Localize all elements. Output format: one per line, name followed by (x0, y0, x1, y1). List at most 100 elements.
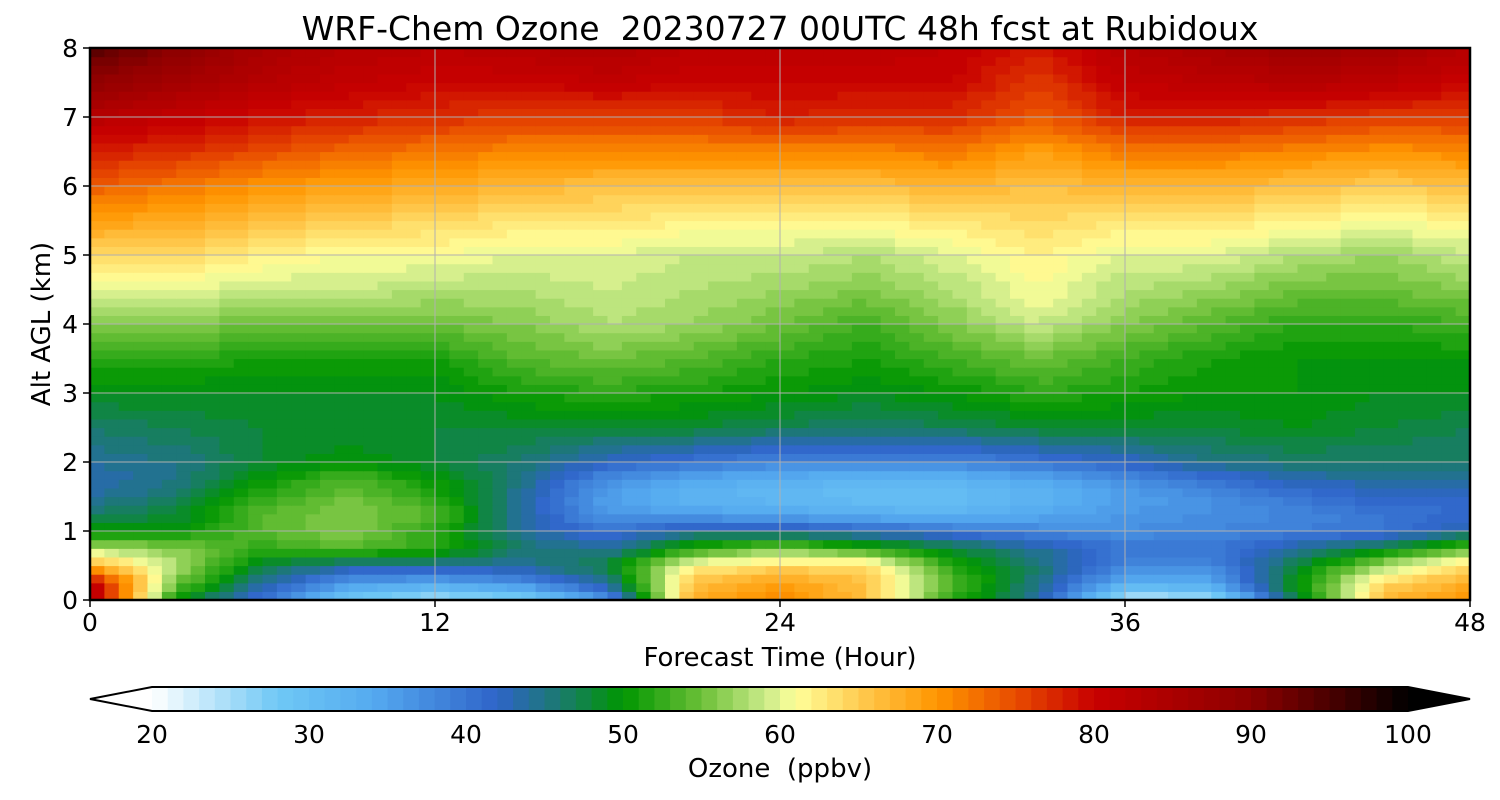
heatmap-cell (133, 470, 149, 480)
heatmap-cell (190, 168, 206, 178)
heatmap-cell (1441, 358, 1457, 368)
heatmap-cell (808, 246, 824, 256)
heatmap-cell (104, 453, 120, 463)
heatmap-cell (348, 436, 364, 446)
heatmap-cell (708, 160, 724, 170)
heatmap-cell (780, 393, 795, 403)
heatmap-cell (751, 375, 767, 385)
heatmap-cell (895, 479, 910, 489)
heatmap-cell (693, 427, 709, 437)
heatmap-cell (665, 186, 680, 196)
heatmap-cell (449, 168, 465, 178)
heatmap-cell (607, 160, 623, 170)
heatmap-cell (133, 479, 149, 489)
heatmap-cell (880, 211, 896, 222)
heatmap-cell (751, 393, 767, 403)
heatmap-cell (377, 194, 393, 204)
heatmap-cell (837, 151, 853, 161)
heatmap-cell (348, 263, 364, 273)
heatmap-cell (981, 479, 997, 489)
heatmap-cell (564, 255, 580, 265)
heatmap-cell (837, 229, 853, 239)
heatmap-cell (1067, 539, 1083, 549)
heatmap-cell (679, 203, 695, 213)
heatmap-cell (147, 427, 163, 437)
heatmap-cell (1081, 556, 1097, 567)
heatmap-cell (736, 418, 752, 429)
heatmap-cell (1038, 574, 1054, 584)
heatmap-cell (1340, 418, 1356, 429)
heatmap-cell (161, 539, 177, 549)
heatmap-cell (995, 151, 1011, 161)
heatmap-cell (248, 556, 264, 567)
heatmap-cell (262, 263, 278, 273)
heatmap-cell (233, 306, 249, 316)
heatmap-cell (995, 272, 1011, 282)
heatmap-cell (248, 401, 264, 411)
heatmap-cell (1096, 194, 1112, 204)
heatmap-cell (1340, 375, 1356, 385)
heatmap-cell (1254, 263, 1270, 273)
heatmap-cell (564, 280, 580, 291)
heatmap-cell (593, 444, 609, 454)
heatmap-cell (693, 401, 709, 411)
heatmap-cell (1398, 444, 1414, 454)
heatmap-cell (1441, 401, 1457, 411)
heatmap-cell (636, 565, 652, 575)
heatmap-cell (334, 522, 350, 532)
heatmap-cell (995, 496, 1011, 506)
heatmap-cell (1211, 582, 1227, 592)
heatmap-cell (981, 272, 997, 282)
heatmap-cell (1441, 229, 1457, 239)
heatmap-cell (291, 444, 307, 454)
heatmap-cell (736, 211, 752, 222)
heatmap-cell (320, 255, 335, 265)
heatmap-cell (1441, 427, 1457, 437)
heatmap-cell (1412, 548, 1428, 558)
heatmap-cell (1455, 487, 1471, 498)
heatmap-cell (463, 427, 479, 437)
heatmap-cell (435, 453, 450, 463)
heatmap-cell (1081, 513, 1097, 523)
heatmap-cell (665, 513, 680, 523)
heatmap-cell (506, 539, 522, 549)
heatmap-cell (995, 332, 1011, 342)
heatmap-cell (1196, 487, 1212, 498)
heatmap-cell (1053, 177, 1069, 187)
heatmap-cell (866, 229, 882, 239)
heatmap-cell (118, 255, 134, 265)
heatmap-cell (636, 410, 652, 420)
heatmap-cell (1211, 470, 1227, 480)
heatmap-cell (1010, 367, 1025, 377)
heatmap-cell (593, 160, 609, 170)
heatmap-cell (420, 367, 436, 377)
heatmap-cell (1398, 582, 1414, 592)
heatmap-cell (205, 436, 220, 446)
heatmap-cell (1441, 177, 1457, 187)
heatmap-cell (1225, 177, 1241, 187)
heatmap-cell (1297, 246, 1313, 256)
heatmap-cell (1254, 168, 1270, 178)
heatmap-cell (1355, 427, 1370, 437)
heatmap-cell (104, 315, 120, 325)
heatmap-cell (1383, 324, 1399, 334)
heatmap-cell (348, 565, 364, 575)
heatmap-cell (1455, 582, 1471, 592)
heatmap-cell (722, 211, 738, 222)
heatmap-cell (276, 574, 292, 584)
heatmap-cell (995, 487, 1011, 498)
heatmap-cell (1110, 246, 1126, 256)
heatmap-cell (751, 531, 767, 541)
heatmap-cell (363, 427, 379, 437)
heatmap-cell (1311, 332, 1327, 342)
heatmap-cell (1326, 160, 1342, 170)
heatmap-cell (377, 160, 393, 170)
heatmap-cell (90, 444, 105, 454)
heatmap-cell (1110, 384, 1126, 394)
heatmap-cell (1254, 556, 1270, 567)
heatmap-cell (808, 324, 824, 334)
heatmap-cell (90, 332, 105, 342)
heatmap-cell (391, 410, 407, 420)
heatmap-cell (1225, 151, 1241, 161)
heatmap-cell (118, 332, 134, 342)
